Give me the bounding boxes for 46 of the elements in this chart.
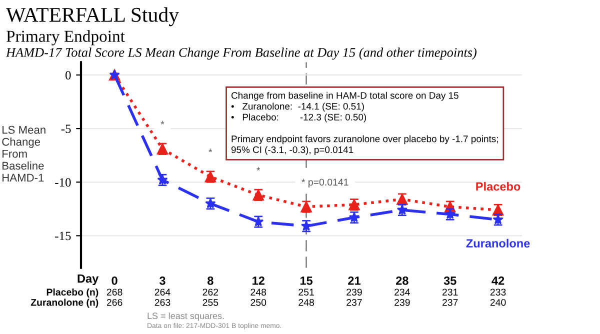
text: 231 bbox=[442, 288, 458, 296]
text: 239 bbox=[394, 298, 410, 306]
y-tick-label: 0 bbox=[66, 71, 71, 80]
text: 263 bbox=[154, 298, 170, 306]
x-tick-label: 35 bbox=[444, 276, 456, 285]
text: 233 bbox=[490, 288, 506, 296]
annotation: * p=0.0141 bbox=[302, 178, 348, 188]
text: 248 bbox=[298, 298, 314, 306]
x-tick-label: 12 bbox=[252, 276, 264, 285]
text: 248 bbox=[250, 288, 266, 296]
text: LS = least squares. bbox=[148, 312, 224, 321]
text: 266 bbox=[106, 298, 122, 306]
x-tick-label: 42 bbox=[492, 276, 504, 285]
x-axis-title: Day bbox=[78, 274, 99, 286]
y-axis-title: LS Mean Change From Baseline HAMD-1 bbox=[2, 126, 46, 182]
series-label: Placebo bbox=[476, 182, 520, 191]
y-tick-label: -15 bbox=[55, 232, 71, 240]
x-tick-label: 0 bbox=[112, 276, 118, 285]
text: 264 bbox=[154, 288, 170, 296]
chart-subtitle: Primary Endpoint bbox=[6, 30, 125, 46]
x-tick-label: 21 bbox=[348, 276, 360, 285]
x-tick-label: 28 bbox=[396, 276, 408, 285]
chart-title: WATERFALL Study bbox=[6, 7, 179, 26]
text: HAMD-17 Total Score LS Mean Change From Baseline at Day 15 (and other timepoints) bbox=[6, 48, 477, 60]
x-tick-label: 3 bbox=[159, 276, 166, 285]
text: 250 bbox=[250, 298, 266, 306]
annotation: * bbox=[208, 148, 212, 152]
y-tick-label: -5 bbox=[61, 124, 71, 134]
text: 255 bbox=[202, 298, 218, 306]
text: 234 bbox=[394, 288, 410, 296]
x-tick-label: 8 bbox=[208, 276, 214, 285]
annotation: * bbox=[160, 120, 164, 124]
text: 240 bbox=[490, 298, 506, 306]
x-tick-label: 15 bbox=[300, 276, 313, 285]
text: 239 bbox=[346, 288, 362, 296]
text: Change from baseline in HAM-D total score on Day 15 • Zuranolone: -14.1 (SE: 0.51) • Placebo: -12.3 (SE: 0.50) Primary endpoint favors zuranolone over placebo by -1.7 points; 95% CI (-3.1, -0.3), p=0.0141 bbox=[231, 92, 498, 155]
text: Placebo (n) bbox=[46, 288, 98, 298]
annotation: * bbox=[256, 167, 260, 170]
text: 262 bbox=[202, 288, 218, 296]
text: 268 bbox=[106, 288, 122, 296]
y-tick-label: -10 bbox=[55, 178, 71, 187]
series-label: Zuranolone bbox=[466, 238, 530, 248]
text: 237 bbox=[442, 298, 458, 306]
text: Zuranolone (n) bbox=[30, 298, 98, 308]
text: 237 bbox=[346, 298, 362, 306]
text: 251 bbox=[298, 288, 314, 296]
